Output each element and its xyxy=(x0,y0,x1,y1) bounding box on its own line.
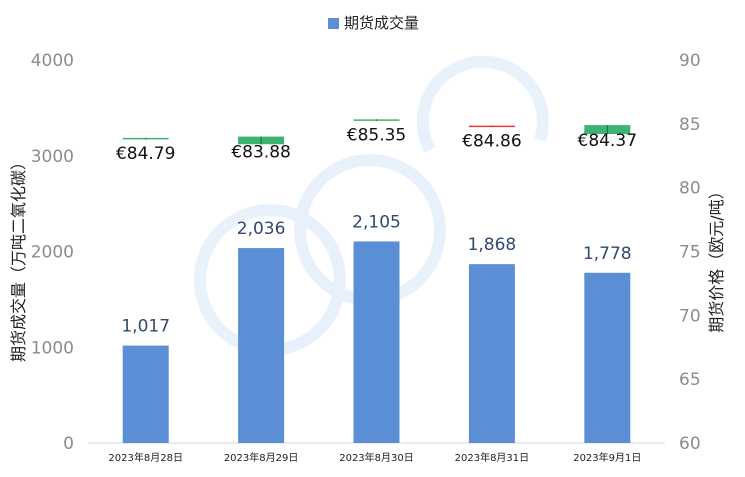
y-axis-left: 0 1000 2000 3000 4000 xyxy=(31,51,74,454)
y2-tick-label: 60 xyxy=(679,434,701,454)
bar xyxy=(122,345,169,443)
x-tick-label: 2023年8月30日 xyxy=(339,451,414,464)
y-tick-label: 3000 xyxy=(31,147,74,167)
bar xyxy=(468,264,515,443)
y2-tick-label: 75 xyxy=(679,243,701,263)
y2-tick-label: 90 xyxy=(679,51,701,71)
price-label: €84.79 xyxy=(116,144,175,164)
x-tick-label: 2023年8月31日 xyxy=(455,451,530,464)
price-labels: €84.79 €83.88 €85.35 €84.86 €84.37 xyxy=(116,125,637,164)
bars xyxy=(122,241,631,443)
y2-tick-label: 85 xyxy=(679,115,701,135)
price-label: €84.86 xyxy=(462,132,521,152)
x-tick-label: 2023年8月28日 xyxy=(108,451,183,464)
y2-tick-label: 80 xyxy=(679,179,701,199)
price-candles xyxy=(122,119,631,145)
y-axis-title-right: 期货价格（欧元/吨） xyxy=(707,183,726,332)
y-axis-right: 60 65 70 75 80 85 90 xyxy=(679,51,701,454)
y2-tick-label: 65 xyxy=(679,370,701,390)
legend: 期货成交量 xyxy=(328,14,419,32)
bar xyxy=(238,248,285,443)
y-tick-label: 2000 xyxy=(31,243,74,263)
legend-label: 期货成交量 xyxy=(344,14,419,32)
legend-swatch xyxy=(328,18,339,29)
bar-value-labels: 1,017 2,036 2,105 1,868 1,778 xyxy=(121,212,631,336)
bar-value-label: 2,036 xyxy=(237,219,286,239)
bar xyxy=(584,272,631,443)
bar-value-label: 2,105 xyxy=(352,212,401,232)
y-tick-label: 0 xyxy=(63,434,74,454)
bar-value-label: 1,778 xyxy=(583,244,632,264)
x-tick-label: 2023年9月1日 xyxy=(573,451,641,464)
y2-tick-label: 70 xyxy=(679,306,701,326)
price-label: €83.88 xyxy=(231,143,290,163)
bar-value-label: 1,868 xyxy=(468,235,517,255)
y-tick-label: 1000 xyxy=(31,338,74,358)
x-tick-label: 2023年8月29日 xyxy=(224,451,299,464)
price-label: €84.37 xyxy=(578,131,637,151)
y-tick-label: 4000 xyxy=(31,51,74,71)
y-axis-title-left: 期货成交量（万吨二氧化碳） xyxy=(9,154,28,362)
price-label: €85.35 xyxy=(347,125,406,145)
bar-value-label: 1,017 xyxy=(121,317,170,337)
bar xyxy=(353,241,400,443)
x-axis: 2023年8月28日 2023年8月29日 2023年8月30日 2023年8月31日… xyxy=(108,451,641,464)
